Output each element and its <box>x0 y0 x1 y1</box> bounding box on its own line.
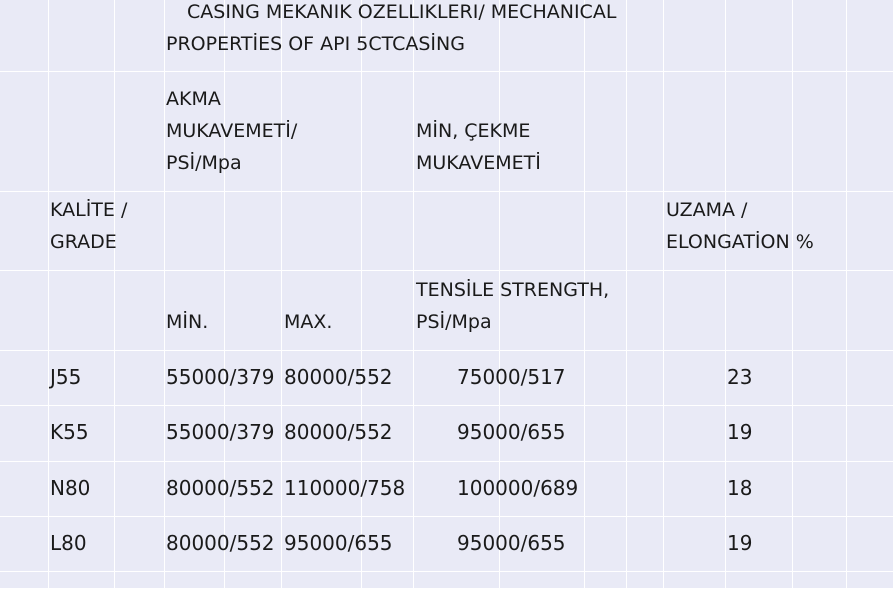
row-2-elongation: 19 <box>727 420 753 444</box>
grid-line <box>792 0 793 592</box>
grid-line <box>164 0 165 592</box>
sheet-bottom-edge <box>0 588 893 592</box>
grid-line <box>0 516 893 517</box>
title-line-2: PROPERTİES OF API 5CTCASİNG <box>166 33 465 55</box>
row-3-elongation: 18 <box>727 476 753 500</box>
row-1-tensile: 75000/517 <box>457 365 566 389</box>
max-header: MAX. <box>284 311 333 333</box>
tensile-strength-header-line-1: TENSİLE STRENGTH, <box>416 279 610 301</box>
elongation-header-line-1: UZAMA / <box>666 199 748 221</box>
grid-line <box>584 0 585 592</box>
grid-line <box>846 0 847 592</box>
grid-line <box>413 0 414 592</box>
row-1-min: 55000/379 <box>166 365 275 389</box>
row-1-grade: J55 <box>50 365 82 389</box>
grid-line <box>48 0 49 592</box>
grid-line <box>0 461 893 462</box>
row-3-tensile: 100000/689 <box>457 476 579 500</box>
row-4-tensile: 95000/655 <box>457 531 566 555</box>
grid-line <box>0 270 893 271</box>
row-3-max: 110000/758 <box>284 476 406 500</box>
yield-header-line-1: AKMA <box>166 88 221 110</box>
row-4-max: 95000/655 <box>284 531 393 555</box>
tensile-header-line-2: MUKAVEMETİ <box>416 152 541 174</box>
grid-line <box>361 0 362 592</box>
grid-line <box>0 191 893 192</box>
grid-line <box>0 71 893 72</box>
grid-line <box>725 0 726 592</box>
grid-line <box>281 0 282 592</box>
row-3-grade: N80 <box>50 476 91 500</box>
grade-header-line-2: GRADE <box>50 231 117 253</box>
grid-line <box>663 0 664 592</box>
grid-line <box>114 0 115 592</box>
row-3-min: 80000/552 <box>166 476 275 500</box>
tensile-strength-header-line-2: PSİ/Mpa <box>416 311 492 333</box>
yield-header-line-3: PSİ/Mpa <box>166 152 242 174</box>
grade-header-line-1: KALİTE / <box>50 199 128 221</box>
title-line-1: CASING MEKANIK OZELLIKLERI/ MECHANICAL <box>187 1 617 23</box>
row-1-elongation: 23 <box>727 365 753 389</box>
elongation-header-line-2: ELONGATİON % <box>666 231 814 253</box>
row-1-max: 80000/552 <box>284 365 393 389</box>
grid-line <box>0 571 893 572</box>
grid-line <box>0 350 893 351</box>
row-4-min: 80000/552 <box>166 531 275 555</box>
row-4-grade: L80 <box>50 531 87 555</box>
grid-line <box>0 405 893 406</box>
grid-line <box>499 0 500 592</box>
row-2-max: 80000/552 <box>284 420 393 444</box>
grid-line <box>626 0 627 592</box>
min-header: MİN. <box>166 311 209 333</box>
yield-header-line-2: MUKAVEMETİ/ <box>166 120 298 142</box>
row-2-min: 55000/379 <box>166 420 275 444</box>
row-4-elongation: 19 <box>727 531 753 555</box>
row-2-tensile: 95000/655 <box>457 420 566 444</box>
tensile-header-line-1: MİN, ÇEKME <box>416 120 531 142</box>
grid-line <box>224 0 225 592</box>
row-2-grade: K55 <box>50 420 89 444</box>
